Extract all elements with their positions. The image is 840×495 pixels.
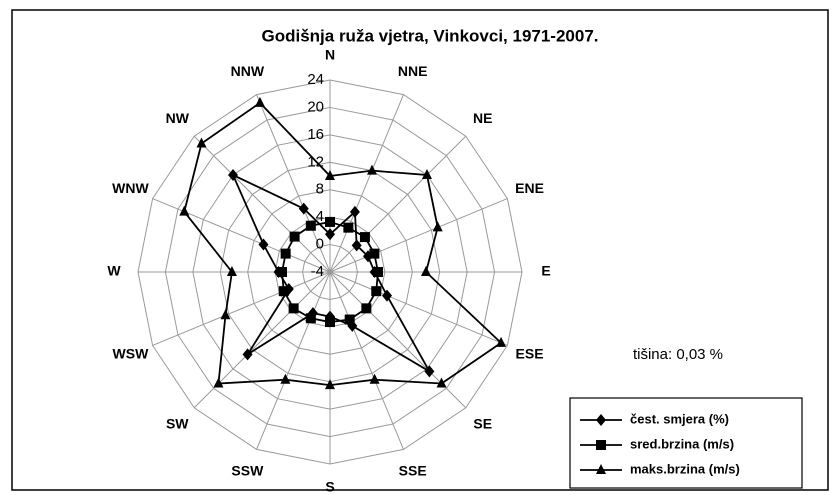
r-tick-label: 24 <box>307 71 324 88</box>
category-label: NE <box>473 110 492 126</box>
marker-triangle <box>366 164 377 175</box>
r-tick-label: -4 <box>311 263 324 280</box>
category-label: NNE <box>398 63 428 79</box>
r-tick-label: 0 <box>316 236 324 253</box>
r-tick-label: 20 <box>307 98 324 115</box>
category-label: SSW <box>231 462 264 478</box>
spoke <box>152 271 331 346</box>
spoke <box>329 135 467 273</box>
category-label: WNW <box>112 180 149 196</box>
marker-diamond <box>596 414 606 426</box>
r-tick-label: 16 <box>307 126 324 143</box>
legend-label: sred.brzina (m/s) <box>630 436 734 451</box>
spoke <box>256 271 331 450</box>
marker-triangle <box>596 464 606 474</box>
category-label: SSE <box>399 462 427 478</box>
category-label: N <box>325 47 335 63</box>
marker-triangle <box>496 336 507 347</box>
marker-diamond <box>298 202 309 215</box>
spoke <box>329 271 508 346</box>
marker-square <box>289 231 300 242</box>
marker-diamond <box>349 205 360 218</box>
marker-diamond <box>382 289 393 302</box>
marker-triangle <box>421 169 432 180</box>
spoke <box>193 135 331 273</box>
marker-diamond <box>424 365 435 378</box>
chart-title: Godišnja ruža vjetra, Vinkovci, 1971-200… <box>261 26 598 45</box>
marker-square <box>343 222 354 233</box>
marker-triangle <box>254 96 265 107</box>
marker-square <box>305 220 316 231</box>
marker-triangle <box>220 309 231 320</box>
spoke <box>329 94 404 273</box>
marker-diamond <box>351 239 362 252</box>
category-label: SE <box>473 415 492 431</box>
marker-square <box>369 248 380 259</box>
category-label: E <box>541 263 550 279</box>
marker-triangle <box>421 266 431 276</box>
marker-square <box>325 216 335 227</box>
marker-triangle <box>179 205 190 216</box>
legend-label: čest. smjera (%) <box>630 411 729 426</box>
marker-square <box>280 248 291 259</box>
marker-triangle <box>280 373 291 384</box>
marker-triangle <box>213 377 224 388</box>
marker-square <box>359 232 370 243</box>
annotation: tišina: 0,03 % <box>633 346 723 363</box>
spoke <box>329 271 404 450</box>
legend-box <box>569 397 803 489</box>
marker-triangle <box>196 137 207 148</box>
marker-square <box>373 267 383 277</box>
r-tick-label: 4 <box>316 208 324 225</box>
category-label: WSW <box>113 345 150 361</box>
spoke <box>329 198 508 273</box>
category-label: NW <box>166 110 190 126</box>
marker-square <box>361 303 372 314</box>
marker-diamond <box>325 228 335 241</box>
marker-triangle <box>226 266 237 276</box>
legend-label: maks.brzina (m/s) <box>630 461 740 476</box>
marker-square <box>277 267 287 277</box>
marker-square <box>288 303 299 314</box>
marker-diamond <box>228 169 239 182</box>
marker-triangle <box>432 221 443 232</box>
spoke <box>256 94 331 273</box>
category-label: NNW <box>231 63 265 79</box>
marker-square <box>305 313 316 324</box>
marker-triangle <box>436 377 447 388</box>
category-label: ESE <box>516 345 544 361</box>
marker-triangle <box>369 373 380 384</box>
marker-square <box>596 440 606 450</box>
marker-square <box>325 317 335 328</box>
marker-triangle <box>325 379 335 390</box>
category-label: ENE <box>515 180 544 196</box>
category-label: W <box>107 263 121 279</box>
r-tick-label: 8 <box>316 181 324 198</box>
marker-square <box>371 286 382 297</box>
marker-triangle <box>325 170 335 180</box>
category-label: SW <box>166 415 189 431</box>
marker-diamond <box>258 238 269 251</box>
category-label: S <box>325 479 334 495</box>
marker-diamond <box>242 348 253 361</box>
marker-square <box>344 314 355 325</box>
marker-square <box>278 286 289 297</box>
